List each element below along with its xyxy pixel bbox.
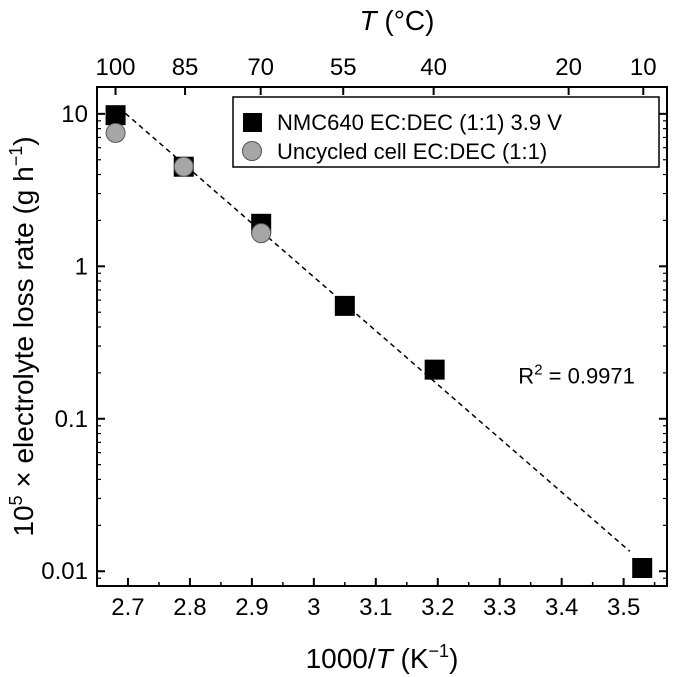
fit-line bbox=[118, 106, 631, 552]
x-title-var: T bbox=[376, 643, 395, 674]
x-tick-label: 3.2 bbox=[421, 594, 454, 621]
nmc640-point bbox=[334, 295, 355, 316]
y-tick-label: 0.1 bbox=[55, 406, 88, 433]
top-title-unit: (°C) bbox=[377, 5, 435, 36]
y-axis-title: 105 × electrolyte loss rate (g h−1) bbox=[6, 136, 39, 536]
uncycled-point bbox=[173, 156, 194, 177]
x-tick-label: 3.5 bbox=[607, 594, 640, 621]
legend-label-nmc640: NMC640 EC:DEC (1:1) 3.9 V bbox=[277, 110, 562, 135]
top-tick-label: 85 bbox=[172, 54, 199, 81]
uncycled-point bbox=[251, 223, 272, 244]
x-title-sup: −1 bbox=[429, 641, 450, 661]
x-tick-label: 3 bbox=[307, 594, 320, 621]
y-title-sup: 5 bbox=[6, 495, 26, 505]
x-axis-title: 1000/T (K−1) bbox=[306, 641, 459, 674]
x-tick-label: 2.8 bbox=[173, 594, 206, 621]
legend: NMC640 EC:DEC (1:1) 3.9 V Uncycled cell … bbox=[232, 96, 660, 168]
y-title-sup2: −1 bbox=[6, 146, 26, 167]
x-tick-label: 2.9 bbox=[235, 594, 268, 621]
legend-label-uncycled: Uncycled cell EC:DEC (1:1) bbox=[277, 139, 547, 164]
top-axis-title: T (°C) bbox=[360, 5, 435, 36]
y-title-text: × electrolyte loss rate (g h bbox=[8, 166, 39, 495]
x-tick-label: 3.1 bbox=[359, 594, 392, 621]
legend-box bbox=[232, 96, 660, 168]
annotation-sup: 2 bbox=[534, 362, 542, 379]
x-title-unit: (K bbox=[393, 643, 429, 674]
y-tick-label: 0.01 bbox=[41, 558, 88, 585]
legend-symbol-uncycled bbox=[242, 141, 262, 161]
top-tick-label: 10 bbox=[630, 54, 657, 81]
x-tick-label: 3.3 bbox=[483, 594, 516, 621]
nmc640-point bbox=[105, 105, 126, 126]
nmc640-point bbox=[424, 359, 445, 380]
top-title-var: T bbox=[360, 5, 379, 36]
x-tick-label: 2.7 bbox=[111, 594, 144, 621]
top-tick-label: 20 bbox=[555, 54, 582, 81]
x-title-close: ) bbox=[449, 643, 458, 674]
data-marks bbox=[105, 105, 653, 578]
r-squared-annotation: R2 = 0.9971 bbox=[518, 362, 635, 389]
top-tick-label: 100 bbox=[95, 54, 135, 81]
x-title-pre: 1000/ bbox=[306, 643, 376, 674]
y-tick-label: 10 bbox=[61, 101, 88, 128]
nmc640-point bbox=[632, 557, 653, 578]
plot-area bbox=[96, 86, 668, 587]
y-tick-label: 1 bbox=[75, 253, 88, 280]
top-tick-label: 40 bbox=[420, 54, 447, 81]
legend-symbol-nmc640 bbox=[243, 113, 262, 132]
annotation-r: R bbox=[518, 364, 534, 389]
y-title-close: ) bbox=[8, 136, 39, 145]
annotation-value: = 0.9971 bbox=[543, 364, 635, 389]
x-tick-label: 3.4 bbox=[545, 594, 578, 621]
axis-ticks: 2.7 2.8 2.9 3 3.1 3.2 3.3 3.4 3.5 0.01 0.1 1 10 100 85… bbox=[41, 54, 667, 621]
fit-line-group bbox=[118, 106, 631, 552]
y-title-pre: 10 bbox=[8, 505, 39, 536]
top-tick-label: 55 bbox=[330, 54, 357, 81]
top-tick-label: 70 bbox=[247, 54, 274, 81]
uncycled-point bbox=[105, 122, 126, 143]
